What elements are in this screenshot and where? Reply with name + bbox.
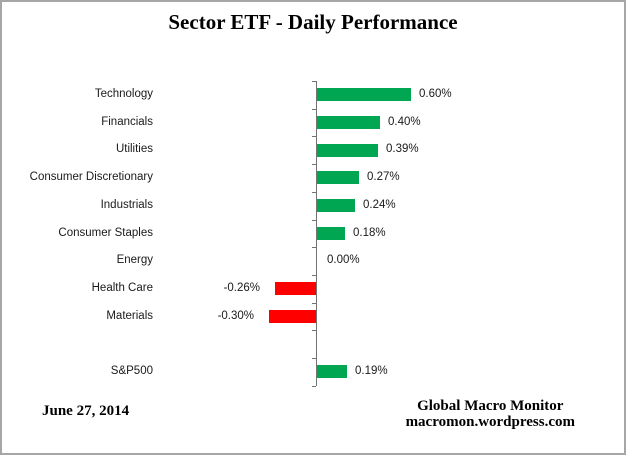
category-label: Financials (101, 115, 153, 128)
value-label: 0.40% (388, 115, 421, 128)
axis-tick (312, 275, 316, 276)
category-label: Consumer Discretionary (29, 171, 153, 184)
value-label: 0.18% (353, 226, 386, 239)
value-label: 0.60% (419, 88, 452, 100)
performance-bar (269, 310, 316, 323)
category-label: Energy (116, 254, 153, 267)
value-label: 0.24% (363, 198, 396, 211)
axis-tick (312, 109, 316, 110)
category-label: Technology (94, 88, 153, 100)
axis-tick (312, 192, 316, 193)
axis-tick (312, 330, 316, 331)
value-label: 0.19% (355, 365, 388, 377)
performance-bar (317, 365, 347, 378)
credit-line-1: Global Macro Monitor (417, 398, 564, 414)
credit-line-2: macromon.wordpress.com (405, 413, 575, 430)
value-label: -0.30% (217, 309, 254, 322)
axis-tick (312, 164, 316, 165)
category-label: Materials (106, 309, 153, 322)
axis-tick (312, 136, 316, 137)
performance-bar (317, 171, 359, 184)
performance-bar (317, 227, 345, 240)
performance-bar (317, 199, 355, 212)
category-label: Consumer Staples (58, 226, 153, 239)
axis-tick (312, 81, 316, 82)
category-label: Health Care (91, 281, 153, 294)
performance-bar (317, 116, 380, 129)
footer-credit: Global Macro Monitor macromon.wordpress.… (405, 398, 575, 430)
axis-tick (312, 247, 316, 248)
axis-tick (312, 303, 316, 304)
category-label: S&P500 (110, 365, 153, 377)
value-label: 0.39% (386, 143, 419, 156)
axis-tick (312, 386, 316, 387)
chart-title: Sector ETF - Daily Performance (168, 10, 458, 34)
footer-date: June 27, 2014 (42, 403, 130, 419)
performance-bar (317, 88, 411, 101)
category-label: Utilities (115, 143, 153, 156)
axis-tick (312, 220, 316, 221)
performance-bar (275, 282, 316, 295)
performance-bar (317, 144, 378, 157)
category-label: Industrials (100, 198, 153, 211)
value-label: 0.27% (367, 171, 400, 184)
axis-tick (312, 358, 316, 359)
value-label: -0.26% (223, 281, 260, 294)
value-label: 0.00% (327, 254, 360, 267)
category-axis-line (316, 81, 317, 386)
